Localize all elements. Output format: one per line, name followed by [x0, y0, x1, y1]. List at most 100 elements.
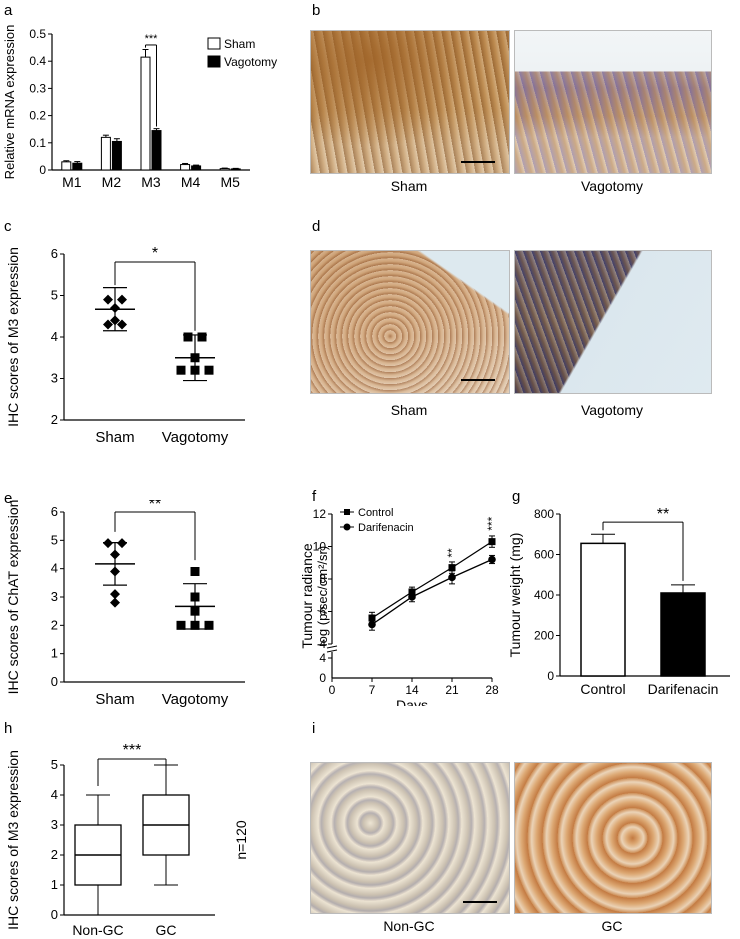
micrograph-i-nongc: [310, 762, 510, 914]
f-axis-break: [326, 645, 338, 649]
c-x-tick-label: Vagotomy: [162, 429, 229, 446]
f-y-tick-label: 12: [313, 507, 327, 521]
e-y-tick-label: 5: [51, 532, 58, 547]
c-point-sham: [117, 319, 127, 330]
e-y-tick-label: 2: [51, 617, 58, 632]
f-series-line-control: [371, 541, 493, 619]
a-y-axis-label: Relative mRNA expression: [2, 25, 17, 180]
e-point-sham: [110, 589, 120, 600]
e-point-vagotomy: [176, 620, 186, 630]
a-y-tick-label: 0.5: [29, 27, 46, 41]
chart-c-m3-ihc-scores: 2 3 4 5 6 IHC scores of M3 expression Sham Vago…: [5, 245, 245, 446]
chart-g-tumour-weight: 0 200 400 600 800 Tumour weight (mg) Control Da…: [508, 506, 730, 697]
caption-i-left: Non-GC: [383, 918, 435, 934]
c-x-tick-label: Sham: [95, 429, 134, 446]
f-legend-label: Control: [358, 507, 393, 519]
e-y-tick-label: 6: [51, 504, 58, 519]
micrograph-d-vagotomy: [514, 250, 712, 394]
e-y-tick-label: 3: [51, 589, 58, 604]
c-point-vagotomy: [183, 332, 193, 342]
f-point-darifenacin: [448, 573, 456, 582]
f-series-line-darifenacin: [371, 558, 493, 626]
f-y-tick-label: 8: [319, 572, 326, 586]
a-legend-label: Sham: [224, 37, 255, 51]
f-x-axis-label: Days: [396, 697, 428, 706]
f-y-tick-label: 4: [319, 637, 326, 651]
caption-b-left: Sham: [390, 178, 428, 194]
a-bar-sham: [61, 161, 72, 171]
panel-label-g: g: [512, 488, 521, 505]
f-y-tick-label: 4: [319, 651, 326, 665]
f-legend-label: Darifenacin: [358, 522, 414, 534]
g-y-tick-label: 400: [534, 588, 554, 602]
h-side-label: n=120: [233, 820, 249, 860]
panel-label-e: e: [4, 490, 13, 507]
a-y-tick-label: 0.1: [29, 136, 46, 150]
g-x-tick-label: Control: [580, 681, 625, 697]
panel-label-a: a: [4, 2, 13, 19]
chart-h-m3-boxplot: 0 1 2 3 4 5 IHC scores of M3 expression Non-GC G…: [5, 742, 249, 938]
f-point-darifenacin: [488, 555, 496, 564]
panel-label-i: i: [312, 720, 316, 737]
f-sig-label: ***: [485, 516, 499, 530]
c-point-sham: [103, 294, 113, 305]
f-sig-label: **: [445, 548, 459, 558]
e-y-tick-label: 4: [51, 561, 58, 576]
a-bar-vagotomy: [191, 165, 202, 171]
f-axis-break: [326, 649, 338, 653]
a-legend-swatch-sham: [207, 37, 221, 50]
g-sig-label: **: [657, 506, 669, 523]
c-y-tick-label: 4: [51, 329, 58, 344]
chart-a-mrna-expression: 0 0.1 0.2 0.3 0.4 0.5 Relative mRNA expression…: [2, 25, 277, 190]
h-x-tick-label: Non-GC: [72, 922, 123, 938]
h-y-tick-label: 4: [51, 787, 58, 802]
caption-d-left: Sham: [390, 402, 428, 418]
a-y-tick-label: 0.4: [29, 54, 46, 68]
e-point-vagotomy: [190, 567, 200, 576]
a-bar-vagotomy: [151, 130, 162, 171]
panel-label-c: c: [4, 218, 12, 235]
f-y-axis-label-2: log (p/sec/cm²/sr): [315, 546, 330, 646]
a-legend-label: Vagotomy: [224, 55, 277, 69]
a-x-tick-label: M5: [220, 174, 240, 190]
micrograph-b-vagotomy: [514, 30, 712, 174]
g-bar-darifenacin: [660, 592, 706, 677]
c-point-vagotomy: [176, 365, 186, 375]
a-x-tick-label: M1: [62, 174, 82, 190]
g-y-tick-label: 200: [534, 629, 554, 643]
c-y-tick-label: 2: [51, 412, 58, 427]
f-legend-marker-control: [344, 509, 350, 515]
f-point-darifenacin: [408, 593, 416, 601]
e-y-tick-label: 1: [51, 646, 58, 661]
scale-bar: [461, 161, 495, 163]
e-y-tick-label: 0: [51, 674, 58, 689]
a-legend-swatch-vagotomy: [207, 55, 221, 68]
micrograph-b-sham: [310, 30, 510, 174]
a-bar-sham: [219, 168, 230, 171]
e-x-tick-label: Vagotomy: [162, 691, 229, 708]
h-x-tick-label: GC: [156, 922, 177, 938]
h-y-tick-label: 1: [51, 877, 58, 892]
h-y-tick-label: 2: [51, 847, 58, 862]
f-x-tick-label: 21: [445, 683, 459, 697]
g-y-axis-label: Tumour weight (mg): [508, 533, 523, 658]
h-sig-label: ***: [123, 742, 142, 759]
c-sig-label: *: [152, 245, 158, 262]
f-y-tick-label: 0: [319, 671, 326, 685]
panel-label-f: f: [312, 488, 317, 505]
e-x-tick-label: Sham: [95, 691, 134, 708]
f-x-tick-label: 0: [329, 683, 336, 697]
a-bar-vagotomy: [111, 140, 122, 171]
g-y-tick-label: 600: [534, 548, 554, 562]
a-bar-vagotomy: [72, 162, 83, 171]
h-y-tick-label: 5: [51, 757, 58, 772]
f-y-tick-label: 10: [313, 540, 327, 554]
e-point-vagotomy: [204, 620, 214, 630]
c-point-sham: [103, 319, 113, 330]
panel-label-b: b: [312, 2, 321, 19]
f-legend-marker-darifenacin: [343, 523, 351, 531]
panel-label-d: d: [312, 218, 321, 235]
caption-d-right: Vagotomy: [581, 402, 643, 418]
a-y-tick-label: 0: [39, 163, 46, 177]
f-y-axis-label: Tumour radiance: [300, 543, 315, 649]
